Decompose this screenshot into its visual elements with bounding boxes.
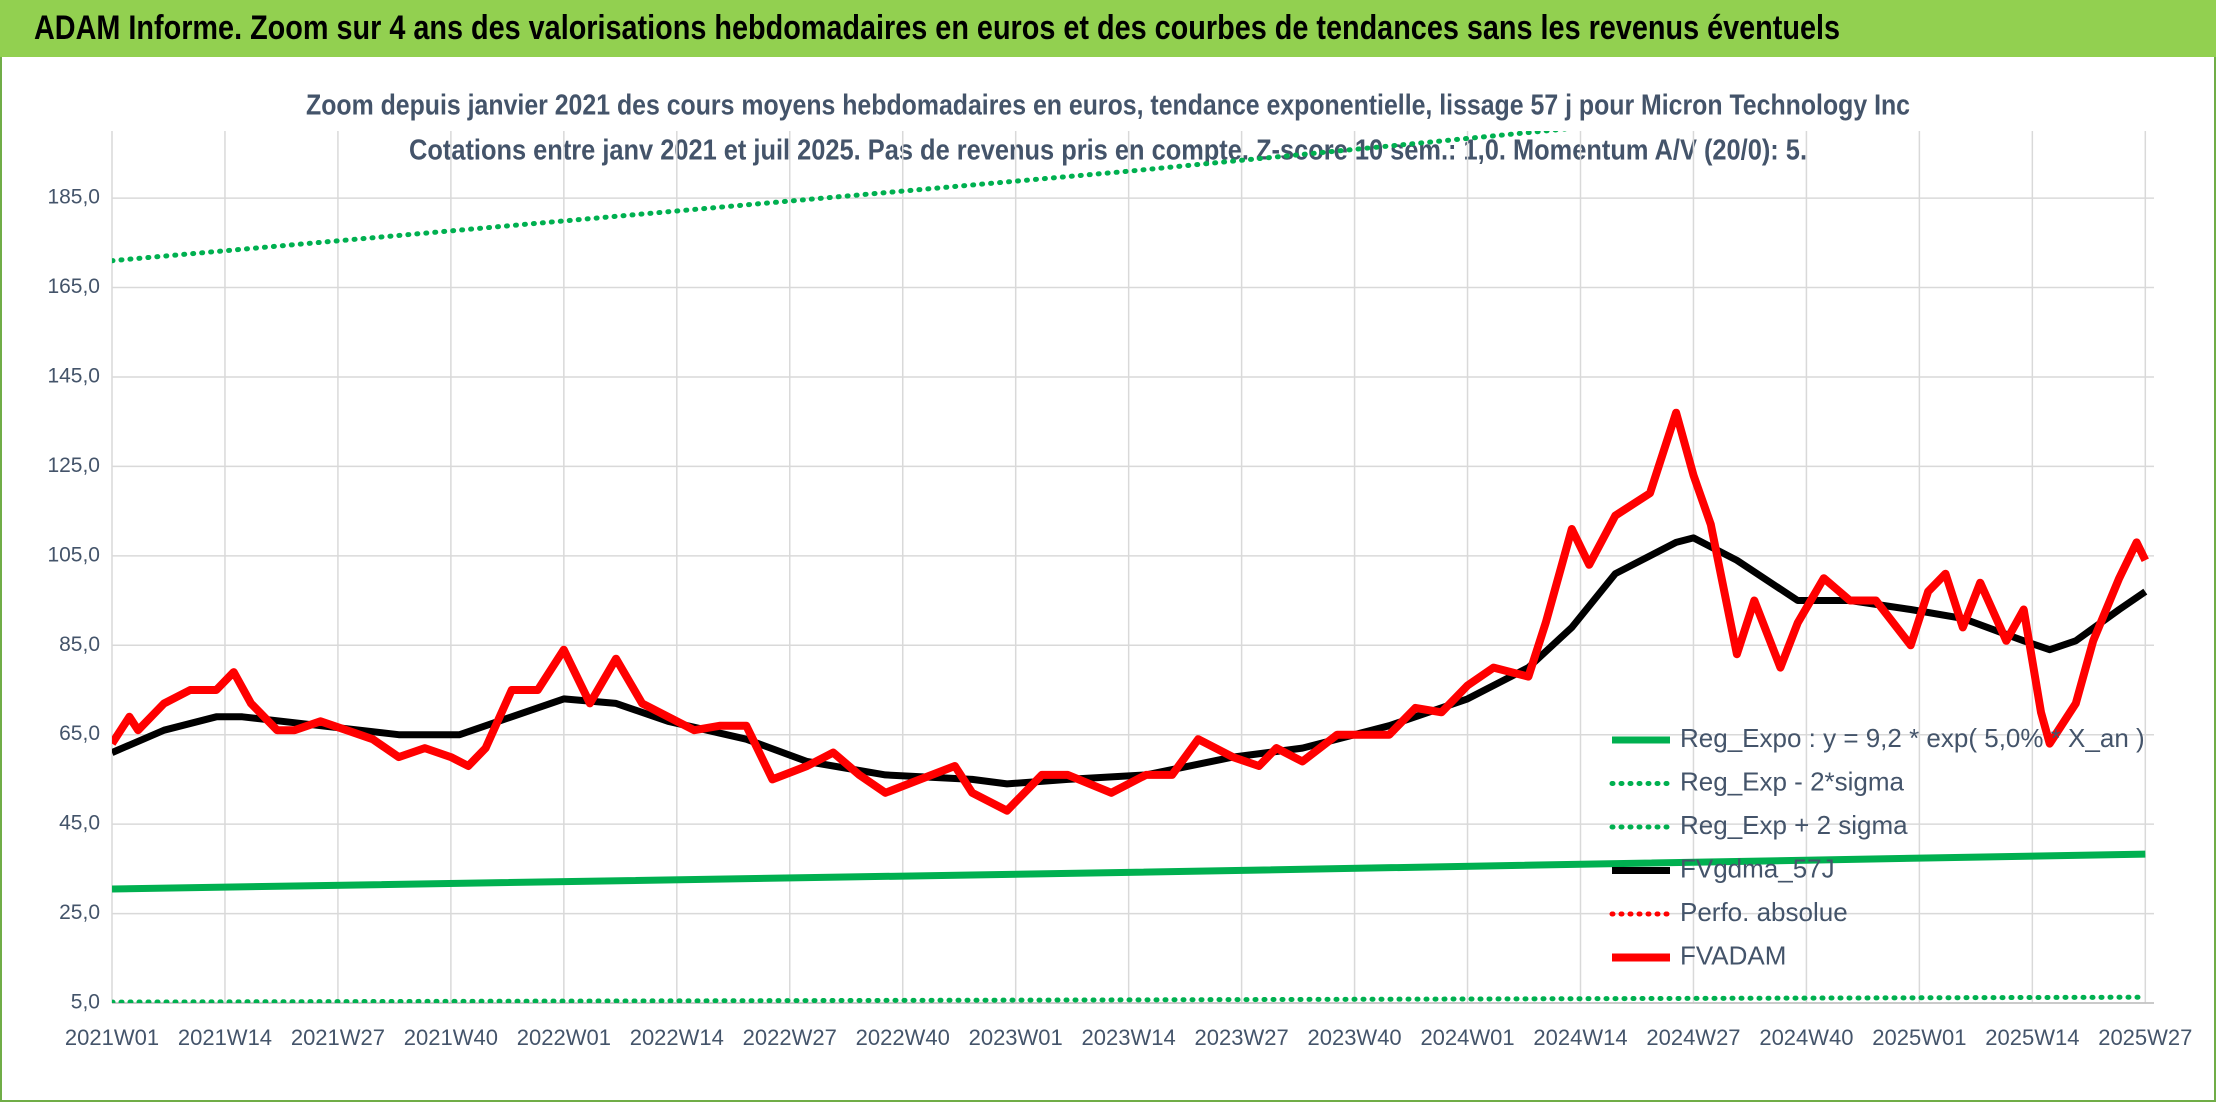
chart-subtitle: Cotations entre janv 2021 et juil 2025. … <box>409 135 1807 167</box>
y-tick-label: 25,0 <box>59 901 100 924</box>
x-tick-label: 2024W27 <box>1646 1025 1740 1050</box>
x-tick-label: 2021W40 <box>404 1025 498 1050</box>
y-tick-label: 45,0 <box>59 812 100 835</box>
x-tick-label: 2024W40 <box>1759 1025 1853 1050</box>
y-tick-label: 85,0 <box>59 633 100 656</box>
y-tick-label: 185,0 <box>47 186 100 209</box>
x-tick-label: 2023W40 <box>1307 1025 1401 1050</box>
y-tick-label: 125,0 <box>47 454 100 477</box>
x-tick-label: 2023W01 <box>969 1025 1063 1050</box>
x-tick-label: 2022W14 <box>630 1025 724 1050</box>
x-tick-label: 2021W27 <box>291 1025 385 1050</box>
x-tick-label: 2022W01 <box>517 1025 611 1050</box>
legend-label: Perfo. absolue <box>1680 897 1848 927</box>
x-tick-label: 2021W14 <box>178 1025 272 1050</box>
series-line <box>112 994 2148 1003</box>
x-tick-label: 2025W14 <box>1985 1025 2079 1050</box>
legend-label: FVgdma_57J <box>1680 853 1835 883</box>
x-tick-label: 2022W27 <box>743 1025 837 1050</box>
chart-title: Zoom depuis janvier 2021 des cours moyen… <box>306 90 1910 122</box>
y-tick-label: 5,0 <box>71 991 100 1014</box>
legend-label: Reg_Exp - 2*sigma <box>1680 766 1905 796</box>
series-line <box>112 408 2149 815</box>
legend: Reg_Expo : y = 9,2 * exp( 5,0% * X_an ) R… <box>1609 723 2145 970</box>
plot-area <box>112 131 2149 1003</box>
x-tick-label: 2024W14 <box>1533 1025 1627 1050</box>
series-line <box>112 850 2146 893</box>
y-tick-label: 165,0 <box>47 275 100 298</box>
y-tick-label: 145,0 <box>47 364 100 387</box>
x-tick-label: 2024W01 <box>1420 1025 1514 1050</box>
banner-title: ADAM Informe. Zoom sur 4 ans des valoris… <box>34 9 1840 47</box>
x-tick-label: 2021W01 <box>65 1025 159 1050</box>
x-tick-label: 2023W14 <box>1082 1025 1176 1050</box>
y-tick-label: 65,0 <box>59 722 100 745</box>
legend-label: Reg_Expo : y = 9,2 * exp( 5,0% * X_an ) <box>1680 723 2145 753</box>
series-line <box>112 131 1571 264</box>
x-tick-label: 2025W27 <box>2098 1025 2192 1050</box>
x-tick-label: 2022W40 <box>856 1025 950 1050</box>
legend-label: FVADAM <box>1680 940 1786 970</box>
legend-label: Reg_Exp + 2 sigma <box>1680 810 1908 840</box>
x-tick-label: 2025W01 <box>1872 1025 1966 1050</box>
banner <box>0 0 2216 57</box>
y-tick-label: 105,0 <box>47 543 100 566</box>
x-tick-label: 2023W27 <box>1195 1025 1289 1050</box>
